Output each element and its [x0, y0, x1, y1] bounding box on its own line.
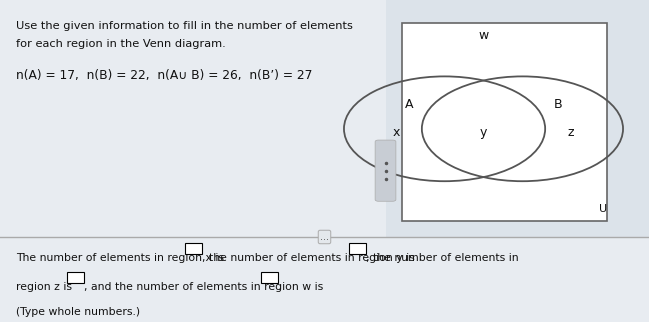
Bar — [349, 243, 366, 254]
Text: for each region in the Venn diagram.: for each region in the Venn diagram. — [16, 39, 226, 49]
Text: ...: ... — [320, 232, 329, 242]
Text: w: w — [478, 29, 489, 42]
Bar — [261, 272, 278, 283]
Text: U: U — [598, 204, 607, 214]
Text: y: y — [480, 126, 487, 138]
Text: n(A) = 17,  n(B) = 22,  n(A∪ B) = 26,  n(B’) = 27: n(A) = 17, n(B) = 22, n(A∪ B) = 26, n(B’… — [16, 69, 313, 82]
FancyBboxPatch shape — [386, 0, 649, 237]
Bar — [67, 272, 84, 283]
Text: A: A — [404, 98, 413, 111]
Text: (Type whole numbers.): (Type whole numbers.) — [16, 307, 140, 317]
Text: region z is: region z is — [16, 282, 76, 292]
Text: The number of elements in region x is: The number of elements in region x is — [16, 253, 228, 263]
Text: x: x — [392, 126, 400, 138]
Text: , and the number of elements in region w is: , and the number of elements in region w… — [84, 282, 326, 292]
FancyBboxPatch shape — [375, 140, 396, 201]
FancyBboxPatch shape — [0, 237, 649, 322]
Text: z: z — [568, 126, 574, 138]
Text: Use the given information to fill in the number of elements: Use the given information to fill in the… — [16, 21, 353, 31]
Text: .: . — [278, 282, 281, 292]
Text: B: B — [554, 98, 563, 111]
Text: , the number of elements in: , the number of elements in — [366, 253, 519, 263]
FancyBboxPatch shape — [0, 0, 386, 237]
FancyBboxPatch shape — [402, 23, 607, 221]
Bar — [185, 243, 202, 254]
Text: , the number of elements in region y is: , the number of elements in region y is — [202, 253, 418, 263]
